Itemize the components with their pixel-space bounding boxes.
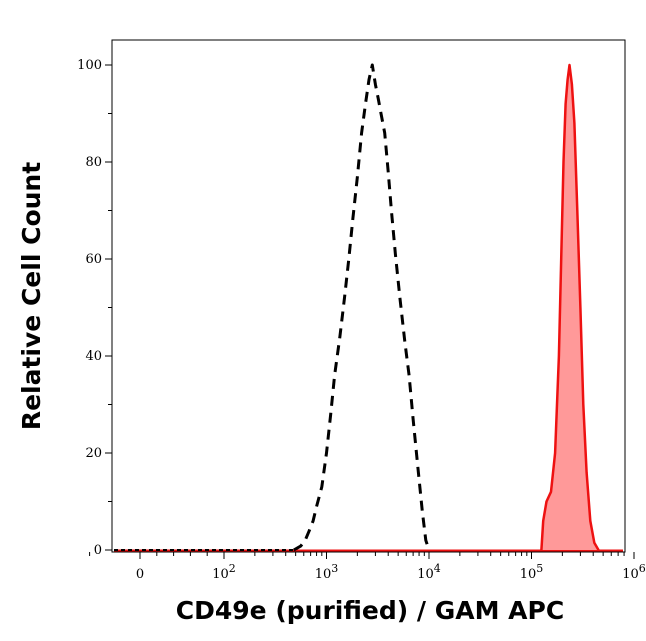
x-tick-label: 102 xyxy=(212,562,236,582)
x-tick-label: 105 xyxy=(520,562,544,582)
y-tick-label: 0 xyxy=(94,543,102,558)
y-axis-title: Relative Cell Count xyxy=(17,162,46,430)
y-tick-label: 60 xyxy=(85,252,102,267)
x-tick-label: 106 xyxy=(622,562,646,582)
y-tick-label: 40 xyxy=(85,349,102,364)
y-tick-label: 20 xyxy=(85,446,102,461)
y-tick-label: 100 xyxy=(77,58,102,73)
x-tick-label: 104 xyxy=(417,562,441,582)
x-tick-label: 103 xyxy=(315,562,339,582)
x-axis-title: CD49e (purified) / GAM APC xyxy=(176,596,564,625)
y-tick-label: 80 xyxy=(85,155,102,170)
plot-frame xyxy=(111,39,626,553)
series-1-line xyxy=(540,63,600,551)
x-tick-label: 0 xyxy=(136,567,144,582)
